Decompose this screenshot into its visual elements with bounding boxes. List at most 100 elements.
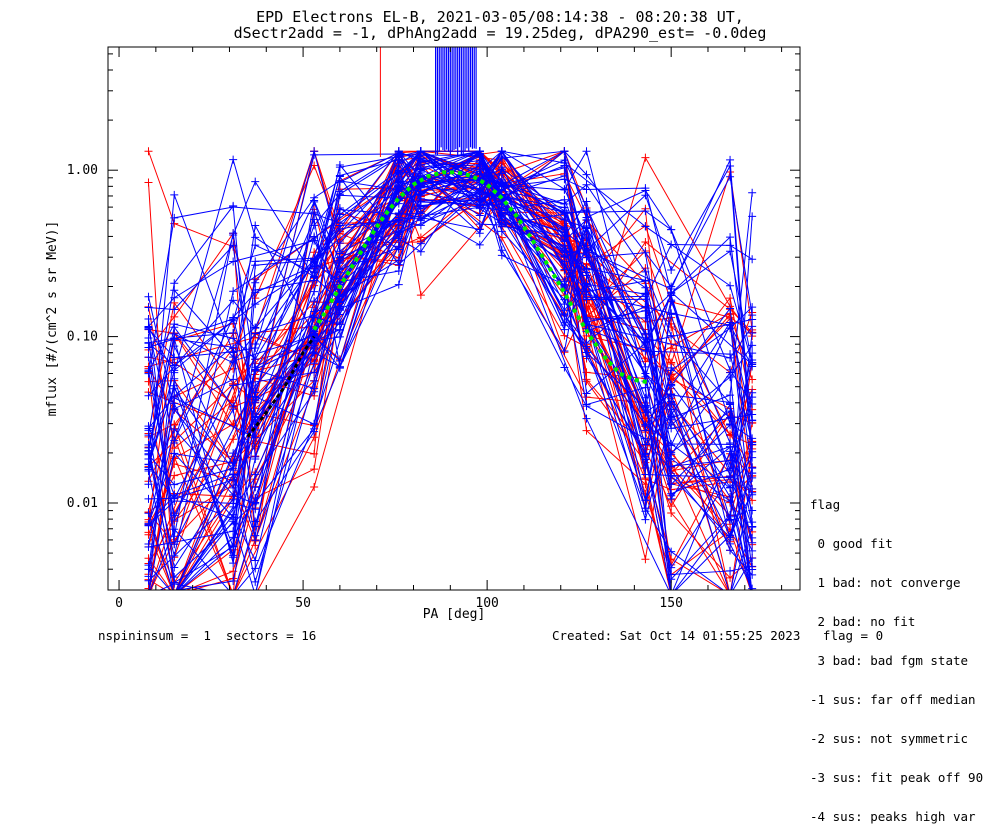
profile-marker xyxy=(475,200,484,209)
profile-marker xyxy=(229,334,238,343)
profile-marker xyxy=(667,225,676,234)
profile-marker xyxy=(170,591,178,599)
profile-marker xyxy=(394,182,403,191)
profile-marker xyxy=(560,147,569,156)
profile-marker xyxy=(497,227,506,236)
profile-marker xyxy=(416,247,425,256)
profile-marker xyxy=(726,591,734,599)
profile-marker xyxy=(144,324,153,333)
profile-marker xyxy=(251,241,260,250)
profile-marker xyxy=(251,564,260,573)
profile-marker xyxy=(144,576,153,585)
profile-marker xyxy=(726,161,735,170)
profile-marker xyxy=(144,565,153,574)
profile-marker xyxy=(641,470,650,479)
series-group xyxy=(144,47,757,599)
legend-item: -4 sus: peaks high var xyxy=(810,809,976,824)
profile-marker xyxy=(229,343,238,352)
profile-marker xyxy=(416,239,425,248)
profile-marker xyxy=(497,154,506,163)
legend-title: flag xyxy=(810,497,841,512)
profile-marker xyxy=(144,426,153,435)
profile-marker xyxy=(667,450,676,459)
profile-marker xyxy=(170,190,179,199)
profile-marker xyxy=(667,414,676,423)
profile-marker xyxy=(310,287,319,296)
profile-marker xyxy=(170,591,178,599)
profile-marker xyxy=(748,591,756,599)
black-fit-line xyxy=(246,335,316,438)
profile-marker xyxy=(335,362,344,371)
profile-marker xyxy=(475,211,484,220)
profile-marker xyxy=(229,591,237,599)
profile-marker xyxy=(251,483,260,492)
profile-marker xyxy=(144,591,152,599)
profile-marker xyxy=(170,342,179,351)
profile-line xyxy=(148,154,753,397)
profile-marker xyxy=(144,591,152,599)
profile-marker xyxy=(582,170,591,179)
blue-profile xyxy=(144,207,757,582)
profile-marker xyxy=(144,377,153,386)
profile-marker xyxy=(170,449,179,458)
profile-marker xyxy=(726,172,735,181)
profile-marker xyxy=(748,584,757,590)
profile-marker xyxy=(582,215,591,224)
profile-marker xyxy=(229,155,238,164)
profile-marker xyxy=(748,591,756,599)
chart-title-line1: EPD Electrons EL-B, 2021-03-05/08:14:38 … xyxy=(256,8,744,26)
profile-marker xyxy=(310,384,319,393)
profile-line xyxy=(148,150,753,372)
profile-marker xyxy=(170,591,178,599)
profile-marker xyxy=(144,591,152,599)
profile-marker xyxy=(641,403,650,412)
profile-marker xyxy=(748,554,757,563)
profile-marker xyxy=(748,388,757,397)
profile-marker xyxy=(641,455,650,464)
profile-marker xyxy=(229,287,238,296)
profile-marker xyxy=(394,228,403,237)
profile-marker xyxy=(497,179,506,188)
profile-marker xyxy=(582,315,591,324)
profile-line xyxy=(148,158,753,524)
profile-marker xyxy=(251,591,259,599)
profile-marker xyxy=(560,257,569,266)
profile-marker xyxy=(229,559,238,568)
profile-marker xyxy=(394,267,403,276)
profile-marker xyxy=(310,255,319,264)
profile-marker xyxy=(310,272,319,281)
profile-marker xyxy=(229,316,238,325)
profile-marker xyxy=(310,147,319,156)
legend-item: 0 good fit xyxy=(810,536,893,551)
profile-marker xyxy=(394,221,403,230)
profile-marker xyxy=(667,289,676,298)
profile-marker xyxy=(560,318,569,327)
footer-created: Created: Sat Oct 14 01:55:25 2023 flag =… xyxy=(552,628,884,643)
profile-marker xyxy=(560,161,569,170)
profile-marker xyxy=(144,449,153,458)
profile-marker xyxy=(748,315,757,324)
profile-marker xyxy=(144,591,152,599)
profile-marker xyxy=(726,472,735,481)
profile-marker xyxy=(229,296,238,305)
profile-marker xyxy=(310,232,319,241)
profile-marker xyxy=(641,313,650,322)
profile-marker xyxy=(641,383,650,392)
profile-marker xyxy=(582,197,591,206)
profile-marker xyxy=(170,335,179,344)
profile-marker xyxy=(144,292,153,301)
profile-marker xyxy=(170,312,179,321)
profile-marker xyxy=(560,195,569,204)
profile-marker xyxy=(641,222,650,231)
profile-marker xyxy=(229,381,238,390)
profile-marker xyxy=(394,174,403,183)
profile-marker xyxy=(170,384,179,393)
profile-marker xyxy=(416,197,425,206)
y-axis-label: mflux [#/(cm^2 s sr MeV)] xyxy=(45,221,60,417)
profile-marker xyxy=(582,248,591,257)
profile-marker xyxy=(748,533,757,542)
profile-marker xyxy=(748,410,757,419)
profile-line xyxy=(148,149,753,528)
profile-marker xyxy=(748,341,757,350)
profile-marker xyxy=(667,489,676,498)
